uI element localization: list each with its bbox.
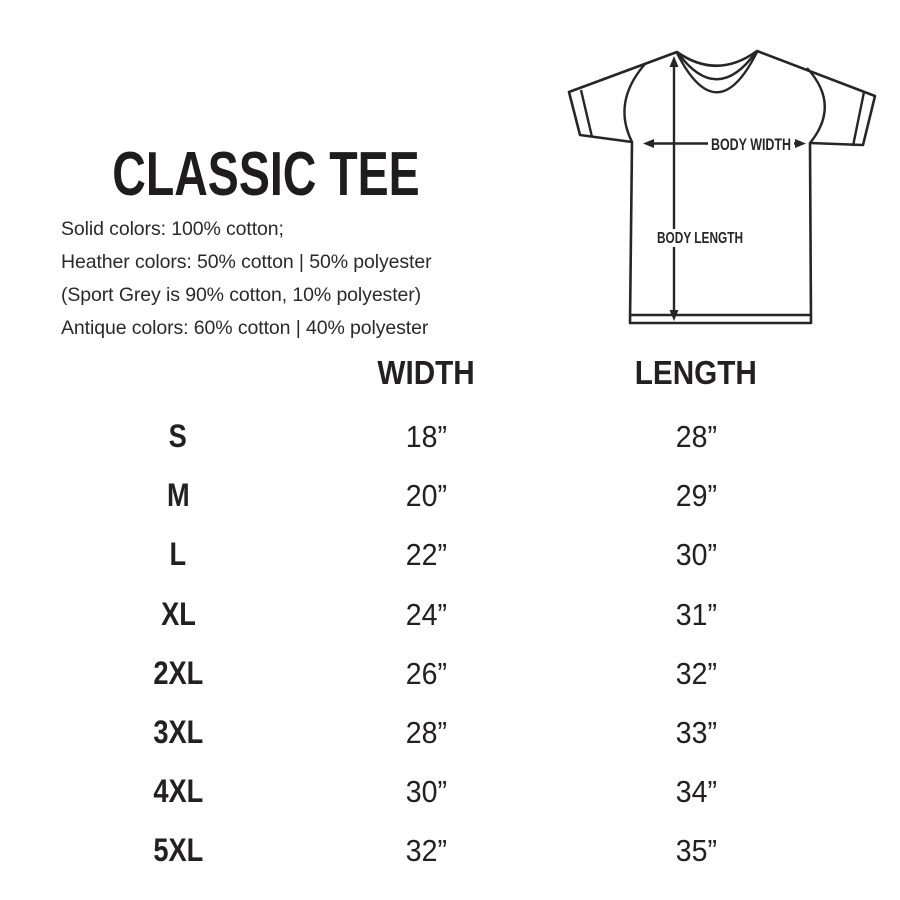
right-armhole-seam	[806, 67, 826, 144]
description-line: (Sport Grey is 90% cotton, 10% polyester…	[61, 284, 422, 306]
arrowhead-down	[669, 310, 679, 321]
size-label: 3XL	[153, 714, 203, 750]
width-value: 28”	[405, 715, 447, 750]
left-armhole-seam	[623, 63, 646, 143]
size-row-xl: XL 24” 31”	[0, 585, 900, 644]
size-label: 2XL	[153, 655, 203, 691]
length-value: 34”	[675, 774, 717, 809]
body-width-label-mask	[708, 134, 794, 153]
size-label: 4XL	[153, 773, 203, 809]
size-row-s: S 18” 28”	[0, 407, 900, 466]
description-line: Antique colors: 60% cotton | 40% polyest…	[61, 317, 429, 339]
length-value: 33”	[675, 715, 717, 750]
arrowhead-up	[669, 56, 679, 67]
width-value: 20”	[405, 478, 447, 513]
length-value: 31”	[675, 597, 717, 632]
width-value: 24”	[405, 597, 447, 632]
size-label: 5XL	[153, 832, 203, 868]
right-cuff-line	[851, 91, 866, 147]
length-value: 29”	[675, 478, 717, 513]
arrowhead-left	[643, 139, 654, 148]
width-value: 30”	[405, 774, 447, 809]
body-width-label: BODY WIDTH	[711, 135, 791, 154]
collar-neckline	[675, 51, 759, 94]
width-value: 18”	[405, 419, 447, 454]
fabric-description: Solid colors: 100% cotton; Heather color…	[61, 213, 501, 345]
size-row-3xl: 3XL 28” 33”	[0, 703, 900, 762]
size-row-m: M 20” 29”	[0, 466, 900, 525]
body-length-label-mask	[654, 229, 747, 247]
column-header-length: LENGTH	[634, 354, 758, 391]
length-value: 32”	[675, 656, 717, 691]
size-label: XL	[160, 596, 196, 632]
size-label: M	[166, 477, 190, 513]
size-label: S	[168, 418, 188, 454]
column-header-width: WIDTH	[377, 354, 475, 391]
width-value: 26”	[405, 656, 447, 691]
collar-ribbing-line	[677, 51, 757, 81]
length-value: 30”	[675, 537, 717, 572]
width-value: 32”	[405, 833, 447, 868]
size-row-5xl: 5XL 32” 35”	[0, 821, 900, 880]
product-title: CLASSIC TEE	[61, 140, 455, 209]
size-row-2xl: 2XL 26” 32”	[0, 644, 900, 703]
arrowhead-right	[795, 139, 806, 148]
size-label: L	[169, 536, 187, 572]
body-length-label: BODY LENGTH	[657, 230, 743, 247]
table-header-row: WIDTH LENGTH	[0, 343, 900, 402]
size-row-4xl: 4XL 30” 34”	[0, 762, 900, 821]
description-line: Heather colors: 50% cotton | 50% polyest…	[61, 251, 432, 273]
size-row-l: L 22” 30”	[0, 525, 900, 584]
left-cuff-line	[579, 89, 594, 138]
tshirt-outline	[567, 49, 877, 325]
width-value: 22”	[405, 537, 447, 572]
length-value: 35”	[675, 833, 717, 868]
tshirt-diagram: BODY WIDTH BODY LENGTH	[567, 49, 877, 325]
description-line: Solid colors: 100% cotton;	[61, 218, 284, 240]
length-value: 28”	[675, 419, 717, 454]
product-title-text: CLASSIC TEE	[112, 140, 420, 209]
